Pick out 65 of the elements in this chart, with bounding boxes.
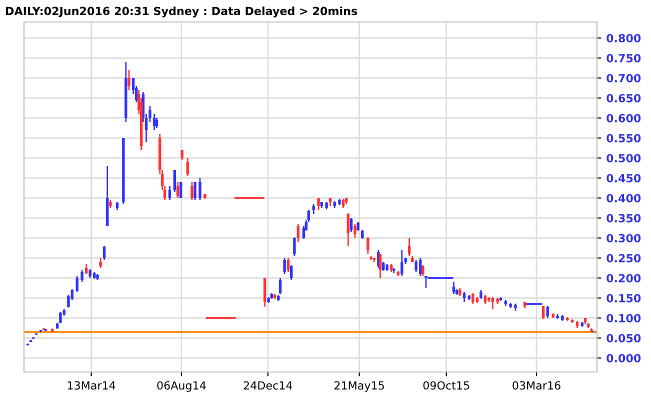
candlestick <box>296 223 300 243</box>
candlestick <box>400 249 404 277</box>
candlestick <box>99 257 102 269</box>
y-tick-label: 0.650 <box>606 94 641 102</box>
x-tick-label: 09Oct15 <box>423 381 470 390</box>
candlestick <box>290 264 293 281</box>
candlestick <box>186 157 189 177</box>
candlestick <box>317 197 320 211</box>
candlestick <box>278 277 282 295</box>
candlestick <box>198 177 202 201</box>
x-tick-label: 06Aug14 <box>157 381 206 392</box>
candlestick <box>102 245 106 261</box>
y-tick-label: 0.550 <box>606 134 641 142</box>
y-tick-label: 0.350 <box>606 214 641 222</box>
y-tick-label: 0.700 <box>606 74 641 82</box>
candlestick <box>546 305 549 319</box>
y-tick-label: 0.100 <box>606 314 641 322</box>
candlestick <box>152 113 156 131</box>
candlestick <box>408 237 411 257</box>
y-tick-label: 0.600 <box>606 114 641 122</box>
candlestick <box>462 291 466 303</box>
x-tick-label: 13Mar14 <box>68 381 116 390</box>
candlestick <box>542 305 545 320</box>
candlestick <box>190 181 194 201</box>
candlestick <box>168 185 172 201</box>
candlestick <box>173 169 176 193</box>
candlestick <box>293 236 296 257</box>
candlestick <box>484 294 487 305</box>
candlestick <box>422 264 424 277</box>
chart-title: DAILY:02Jun2016 20:31 Sydney : Data Delayed > 20mins <box>6 6 358 18</box>
candlestick <box>286 257 290 273</box>
y-tick-label: 0.750 <box>606 54 641 62</box>
x-tick-label: 24Dec14 <box>244 381 292 390</box>
candlestick <box>283 257 286 275</box>
candlestick <box>80 269 84 283</box>
y-tick-label: 0.000 <box>606 354 641 362</box>
candlestick <box>378 253 382 279</box>
candlestick <box>263 277 266 308</box>
y-tick-label: 0.450 <box>606 174 641 182</box>
candlestick <box>155 117 158 129</box>
candlestick <box>128 69 130 91</box>
y-tick-label: 0.400 <box>606 194 641 202</box>
x-tick-label: 21May15 <box>334 381 384 392</box>
y-tick-label: 0.300 <box>606 234 641 242</box>
y-tick-label: 0.250 <box>606 254 641 262</box>
candlestick <box>194 181 196 201</box>
candlestick <box>346 212 350 247</box>
candlestick <box>366 236 370 255</box>
y-tick-label: 0.500 <box>606 154 641 162</box>
candlestick <box>491 296 494 310</box>
candlestick <box>180 149 184 161</box>
candlestick <box>350 217 353 233</box>
candlestick <box>472 292 474 305</box>
candlestick <box>312 203 315 215</box>
candlestick <box>424 275 428 289</box>
candlestick <box>342 198 345 209</box>
candlestick <box>76 275 78 293</box>
candlestick <box>179 182 182 198</box>
candlestick <box>176 181 180 199</box>
x-tick-label: 03Mar16 <box>512 381 560 390</box>
y-tick-label: 0.800 <box>606 34 641 42</box>
y-tick-label: 0.150 <box>606 294 641 302</box>
y-tick-label: 0.200 <box>606 274 641 282</box>
y-tick-label: 0.050 <box>606 334 641 342</box>
candlestick <box>354 223 356 239</box>
